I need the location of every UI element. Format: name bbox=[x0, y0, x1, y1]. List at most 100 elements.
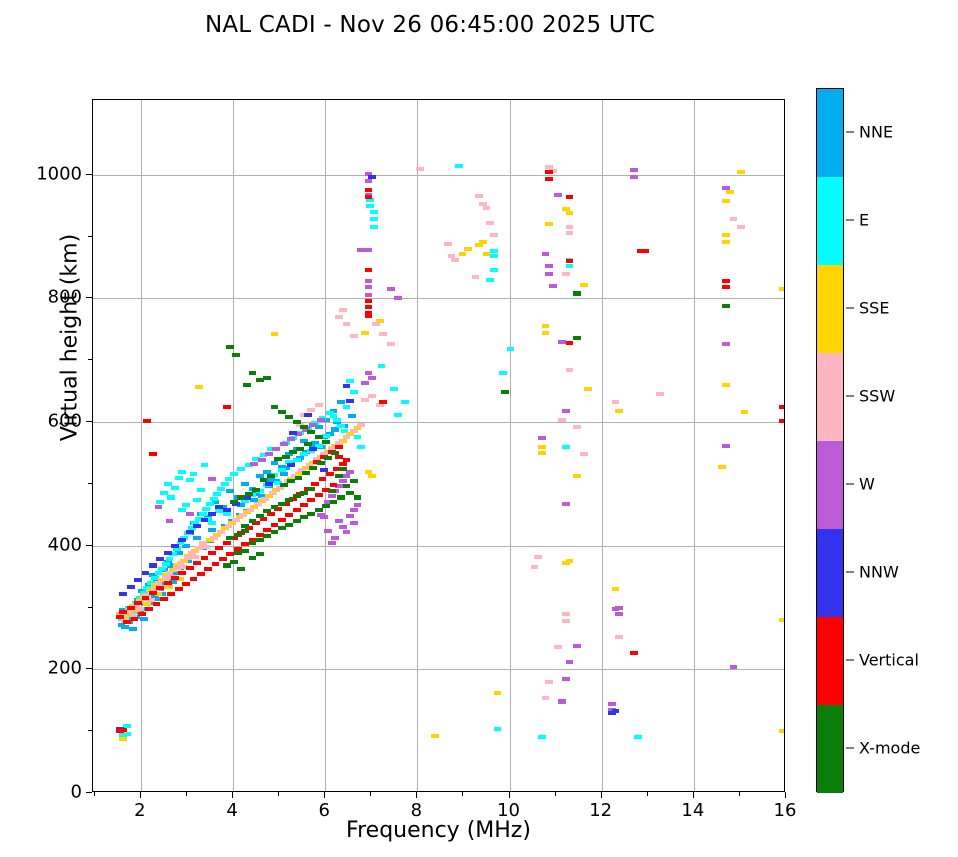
data-point-w bbox=[324, 528, 332, 533]
data-point-e bbox=[161, 562, 170, 567]
data-point-nne bbox=[169, 579, 178, 584]
gridline-vertical bbox=[693, 100, 695, 791]
data-point-e bbox=[565, 264, 574, 269]
data-point-ssw bbox=[615, 635, 624, 640]
data-point-sse bbox=[565, 558, 574, 563]
data-point-x-mode bbox=[231, 353, 240, 358]
data-point-x-mode bbox=[237, 495, 246, 500]
data-point-vertical bbox=[364, 267, 373, 272]
data-point-x-mode bbox=[277, 410, 286, 415]
data-point-ssw bbox=[357, 422, 366, 427]
colorbar-tick-dash bbox=[846, 219, 854, 221]
data-point-nnw bbox=[156, 557, 165, 562]
data-point-x-mode bbox=[233, 532, 242, 537]
gridline-horizontal bbox=[93, 174, 784, 176]
colorbar-tick-label: NNE bbox=[859, 122, 894, 142]
data-point-ssw bbox=[565, 368, 574, 373]
data-point-e bbox=[353, 434, 362, 439]
data-point-e bbox=[346, 379, 355, 384]
gridline-horizontal bbox=[93, 298, 784, 300]
data-point-w bbox=[364, 248, 373, 253]
x-tick-mark bbox=[139, 792, 141, 798]
data-point-vertical bbox=[207, 551, 216, 556]
data-point-sse bbox=[220, 526, 229, 531]
data-point-sse bbox=[572, 474, 581, 479]
data-point-ssw bbox=[554, 645, 563, 650]
data-point-w bbox=[630, 175, 638, 180]
data-point-e bbox=[169, 552, 178, 557]
x-tick-minor bbox=[738, 792, 740, 796]
data-point-vertical bbox=[335, 454, 343, 459]
data-point-vertical bbox=[300, 502, 308, 507]
data-point-w bbox=[301, 427, 310, 432]
data-point-sse bbox=[265, 494, 273, 499]
data-point-w bbox=[554, 192, 563, 197]
data-point-sse bbox=[272, 488, 281, 493]
data-point-e bbox=[357, 444, 366, 449]
data-point-x-mode bbox=[241, 523, 249, 528]
data-point-nne bbox=[296, 455, 305, 460]
data-point-ssw bbox=[416, 166, 425, 171]
data-point-x-mode bbox=[314, 507, 323, 512]
data-point-ssw bbox=[342, 322, 351, 327]
data-point-sse bbox=[779, 617, 784, 622]
data-point-e bbox=[499, 370, 507, 375]
data-point-ssw bbox=[198, 541, 207, 546]
data-point-nnw bbox=[287, 463, 296, 468]
data-point-w bbox=[729, 664, 738, 669]
data-point-ssw bbox=[561, 619, 570, 624]
data-point-nnw bbox=[342, 384, 351, 389]
data-point-sse bbox=[537, 444, 546, 449]
data-point-e bbox=[336, 423, 345, 428]
data-point-ssw bbox=[128, 612, 137, 617]
colorbar-tick-w: W bbox=[846, 475, 875, 494]
data-point-e bbox=[209, 496, 218, 501]
data-point-w bbox=[357, 248, 366, 253]
data-point-sse bbox=[740, 410, 749, 415]
data-point-e bbox=[143, 585, 152, 590]
data-point-ssw bbox=[180, 564, 189, 569]
data-point-w bbox=[561, 677, 570, 682]
data-point-nne bbox=[139, 616, 148, 621]
data-point-x-mode bbox=[233, 551, 242, 556]
data-point-ssw bbox=[298, 468, 307, 473]
data-point-ssw bbox=[489, 233, 498, 238]
data-point-w bbox=[342, 474, 351, 479]
data-point-w bbox=[630, 167, 638, 172]
x-tick-minor bbox=[278, 792, 280, 796]
data-point-e bbox=[185, 478, 194, 483]
data-point-nne bbox=[150, 594, 159, 599]
data-point-e bbox=[150, 575, 159, 580]
data-point-vertical bbox=[171, 575, 179, 580]
data-point-ssw bbox=[307, 407, 316, 412]
data-point-sse bbox=[150, 583, 159, 588]
data-point-vertical bbox=[333, 467, 342, 472]
data-point-w bbox=[327, 494, 336, 499]
data-point-x-mode bbox=[353, 495, 362, 500]
data-point-ssw bbox=[478, 202, 487, 207]
data-point-w bbox=[338, 479, 347, 484]
data-point-x-mode bbox=[335, 474, 343, 479]
data-point-x-mode bbox=[294, 475, 303, 480]
data-point-sse bbox=[722, 198, 730, 203]
data-point-sse bbox=[119, 736, 128, 741]
data-point-e bbox=[123, 724, 131, 729]
data-point-w bbox=[165, 518, 174, 523]
data-point-w bbox=[722, 443, 730, 448]
data-point-e bbox=[167, 495, 176, 500]
data-point-e bbox=[342, 405, 351, 410]
y-tick-mark bbox=[86, 297, 92, 299]
data-point-vertical bbox=[259, 516, 268, 521]
colorbar-tick-label: SSE bbox=[859, 298, 890, 318]
data-point-nne bbox=[348, 413, 356, 418]
data-point-ssw bbox=[217, 530, 225, 535]
colorbar-segment-vertical bbox=[817, 617, 843, 705]
data-point-sse bbox=[615, 408, 624, 413]
data-point-x-mode bbox=[300, 425, 308, 430]
data-point-e bbox=[178, 469, 187, 474]
colorbar-tick-dash bbox=[846, 483, 854, 485]
data-point-e bbox=[285, 459, 294, 464]
data-point-sse bbox=[541, 331, 550, 336]
data-point-w bbox=[316, 512, 325, 517]
data-point-nne bbox=[241, 481, 249, 486]
